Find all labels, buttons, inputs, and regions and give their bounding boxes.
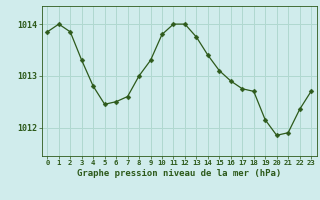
X-axis label: Graphe pression niveau de la mer (hPa): Graphe pression niveau de la mer (hPa) <box>77 169 281 178</box>
